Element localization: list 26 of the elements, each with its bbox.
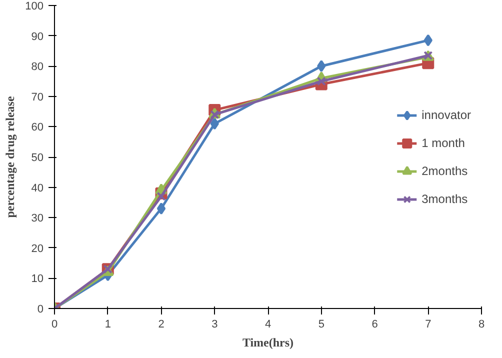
y-axis-title: percentage drug release xyxy=(3,96,18,218)
x-tick-label: 3 xyxy=(212,318,218,330)
y-tick-label: 10 xyxy=(31,273,44,286)
x-tick-label: 8 xyxy=(478,318,485,330)
x-tick-label: 7 xyxy=(425,318,432,330)
x-tick-label: 5 xyxy=(318,318,324,330)
y-tick-label: 100 xyxy=(25,0,44,12)
legend-label: innovator xyxy=(422,108,471,122)
legend-label: 3months xyxy=(422,192,468,206)
y-tick-label: 90 xyxy=(31,30,44,43)
legend-label: 1 month xyxy=(422,136,465,150)
y-tick-label: 0 xyxy=(37,304,44,316)
legend-label: 2months xyxy=(422,164,468,178)
y-tick-label: 70 xyxy=(31,91,44,104)
y-tick-label: 80 xyxy=(31,61,44,74)
y-tick-label: 60 xyxy=(31,122,44,134)
y-tick-label: 30 xyxy=(31,212,44,225)
x-axis-title: Time(hrs) xyxy=(242,336,294,350)
x-tick-label: 4 xyxy=(264,318,272,330)
y-tick-label: 50 xyxy=(31,152,44,164)
y-tick-label: 40 xyxy=(31,182,44,194)
x-tick-label: 2 xyxy=(158,318,164,330)
x-tick-label: 6 xyxy=(372,318,378,330)
x-tick-label: 1 xyxy=(104,318,111,330)
y-tick-label: 20 xyxy=(31,242,44,255)
x-tick-label: 0 xyxy=(51,318,58,330)
